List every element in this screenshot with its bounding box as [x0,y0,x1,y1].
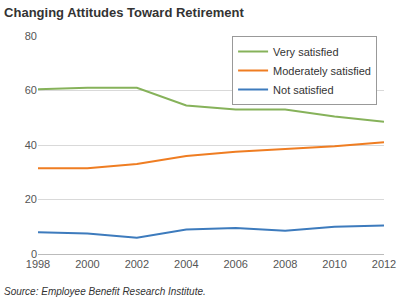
svg-text:Changing Attitudes Toward Reti: Changing Attitudes Toward Retirement [4,5,244,20]
svg-text:2010: 2010 [322,258,346,270]
svg-text:Very satisfied: Very satisfied [273,46,338,58]
svg-text:2012: 2012 [372,258,396,270]
svg-text:60: 60 [25,84,37,96]
svg-text:2004: 2004 [174,258,198,270]
svg-text:Not satisfied: Not satisfied [273,84,334,96]
svg-text:2008: 2008 [273,258,297,270]
svg-text:Source: Employee Benefit Resea: Source: Employee Benefit Research Instit… [4,286,206,297]
svg-text:Moderately satisfied: Moderately satisfied [273,65,371,77]
svg-text:1998: 1998 [26,258,50,270]
svg-text:0: 0 [31,248,37,260]
svg-text:2000: 2000 [75,258,99,270]
svg-text:20: 20 [25,193,37,205]
svg-text:80: 80 [25,30,37,42]
svg-text:40: 40 [25,139,37,151]
svg-text:2002: 2002 [125,258,149,270]
svg-text:2006: 2006 [223,258,247,270]
